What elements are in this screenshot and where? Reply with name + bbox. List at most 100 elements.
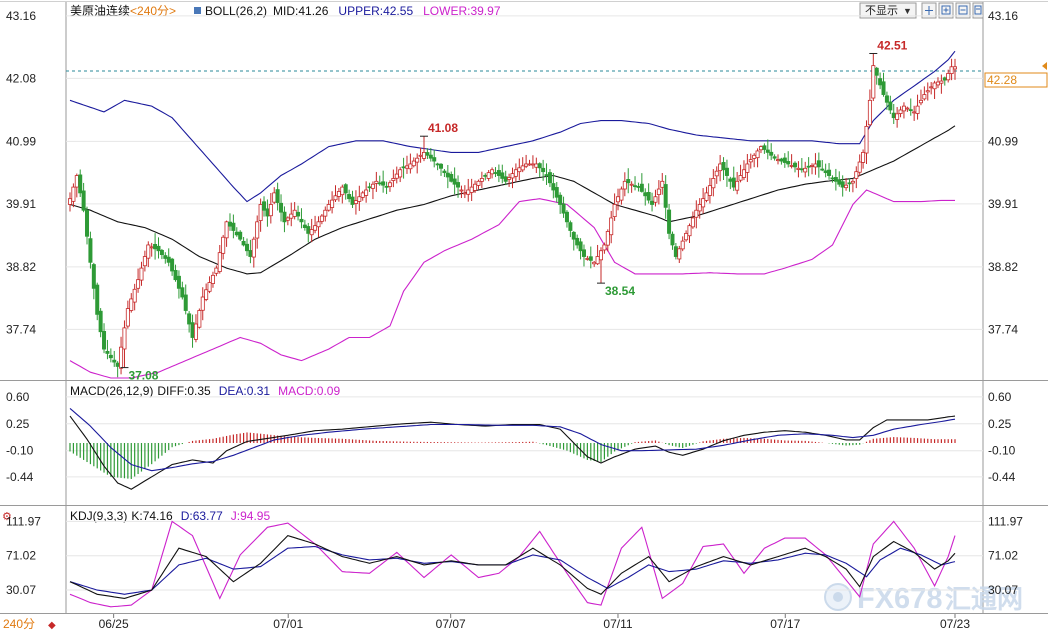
candle-down	[731, 177, 736, 188]
candle-down	[95, 284, 100, 315]
candle-down	[91, 264, 96, 289]
candle-down	[299, 218, 304, 223]
candle-up	[510, 173, 515, 179]
extreme-label: 42.51	[877, 38, 907, 52]
period-selector[interactable]: 240分	[3, 617, 35, 631]
settings-icon[interactable]	[972, 2, 984, 19]
chevron-down-icon: ▼	[903, 6, 912, 16]
candle-down	[847, 182, 852, 185]
last-price-arrow-icon	[1042, 62, 1047, 70]
price-tick-right: 38.82	[988, 260, 1018, 274]
candle-up	[398, 169, 403, 178]
candle-down	[500, 172, 505, 179]
boll-name: BOLL(26,2)	[205, 4, 267, 18]
price-tick-left: 37.74	[6, 322, 36, 336]
candle-up	[466, 189, 471, 195]
candle-down	[102, 330, 107, 350]
macd-tick-left: -0.10	[6, 444, 34, 458]
candle-up	[340, 186, 345, 196]
candle-up	[404, 165, 409, 169]
watermark-cn: 汇通网	[945, 584, 1023, 614]
candle-down	[241, 240, 246, 246]
candle-down	[575, 237, 580, 246]
candle-up	[629, 183, 634, 186]
price-tick-right: 39.91	[988, 197, 1018, 211]
candle-up	[418, 154, 423, 157]
candle-up	[326, 204, 331, 211]
candle-up	[200, 296, 205, 311]
candle-down	[830, 177, 835, 180]
candle-down	[769, 151, 774, 156]
candle-down	[643, 192, 648, 197]
candle-down	[782, 157, 787, 163]
extreme-label: 37.08	[128, 369, 158, 383]
candle-up	[486, 172, 491, 179]
hide-dropdown[interactable]: 不显示 ▼	[859, 2, 917, 19]
instrument-name: 美原油连续	[70, 3, 130, 18]
candle-down	[564, 211, 569, 223]
candle-up	[408, 163, 413, 170]
candle-up	[701, 198, 706, 208]
candle-up	[221, 236, 226, 254]
zoom-out-icon[interactable]	[955, 2, 971, 19]
candle-down	[238, 231, 243, 240]
candle-down	[503, 176, 508, 182]
candle-down	[452, 178, 457, 185]
price-tick-left: 40.99	[6, 134, 36, 148]
candle-down	[799, 168, 804, 171]
candle-down	[156, 245, 161, 252]
candle-down	[81, 190, 86, 211]
x-tick-label: 06/25	[99, 617, 129, 631]
candle-down	[667, 209, 672, 234]
candles	[68, 53, 958, 378]
period-label: <240分>	[130, 4, 176, 18]
candle-down	[187, 313, 192, 325]
candle-up	[309, 229, 314, 236]
candle-down	[343, 184, 348, 194]
x-axis: 240分 ◆ 06/25 07/01 07/07 07/11 07/17 07/23	[3, 614, 970, 631]
candle-down	[874, 67, 879, 76]
macd-dea-label: DEA:0.31	[219, 384, 271, 398]
candle-down	[908, 109, 913, 112]
zoom-in-icon[interactable]	[938, 2, 954, 19]
candle-down	[578, 241, 583, 252]
candle-down	[786, 161, 791, 165]
period-caret-icon[interactable]: ◆	[48, 620, 56, 631]
candle-up	[854, 171, 859, 179]
price-annotations: 37.08 41.08 38.54 42.51	[120, 38, 908, 383]
price-axis: 43.1643.1642.0842.0840.9940.9939.9139.91…	[6, 9, 1048, 336]
candle-up	[810, 165, 815, 167]
candle-up	[527, 163, 532, 166]
price-tick-left: 39.91	[6, 197, 36, 211]
candle-up	[292, 209, 297, 217]
candle-up	[660, 180, 665, 188]
candle-up	[844, 184, 849, 189]
candle-up	[473, 183, 478, 191]
kdj-tick-right: 71.02	[988, 549, 1018, 563]
boll-lower-line	[69, 189, 955, 379]
kdj-settings-icon[interactable]: ⚙	[2, 511, 12, 523]
candle-down	[663, 184, 668, 208]
candle-up	[735, 180, 740, 191]
candle-up	[694, 209, 699, 218]
candle-down	[384, 185, 389, 188]
candle-up	[415, 157, 420, 163]
candle-up	[394, 173, 399, 179]
candle-up	[680, 240, 685, 250]
candle-up	[370, 183, 375, 189]
candle-up	[609, 217, 614, 236]
candle-up	[197, 310, 202, 328]
last-price-box	[984, 72, 1048, 88]
candle-up	[758, 146, 763, 151]
candle-down	[428, 154, 433, 159]
candle-down	[234, 231, 239, 236]
kdj-d-line	[69, 545, 956, 595]
candle-down	[265, 208, 270, 217]
candle-up	[898, 109, 903, 114]
candle-up	[316, 221, 321, 228]
candle-down	[425, 152, 430, 156]
candle-up	[336, 191, 341, 197]
candle-up	[391, 178, 396, 181]
candle-down	[170, 258, 175, 272]
crosshair-icon[interactable]	[921, 2, 937, 19]
